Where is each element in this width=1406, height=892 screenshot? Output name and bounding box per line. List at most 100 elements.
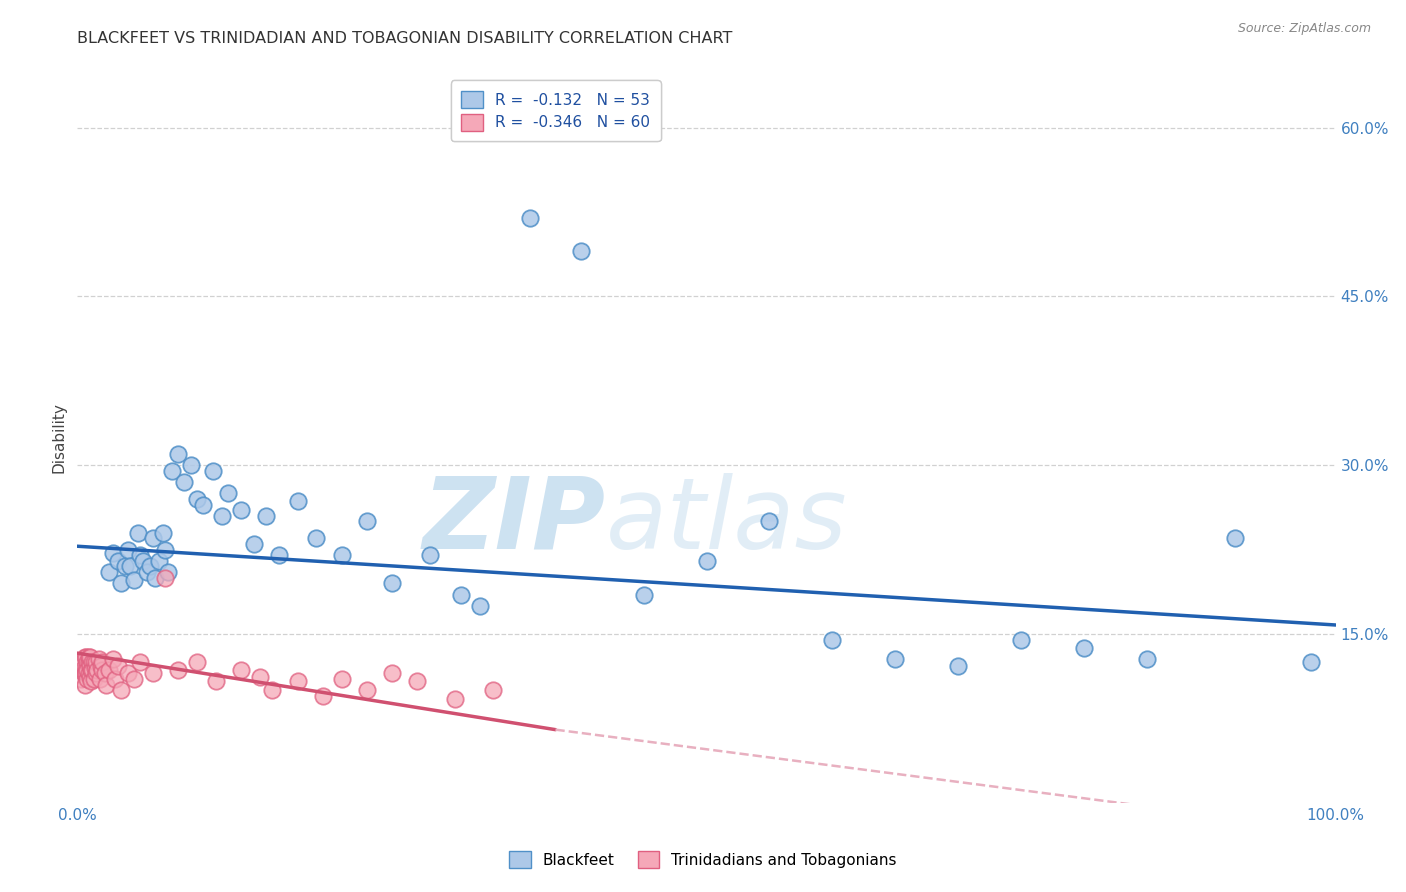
Point — [104, 672, 127, 686]
Legend: R =  -0.132   N = 53, R =  -0.346   N = 60: R = -0.132 N = 53, R = -0.346 N = 60 — [450, 80, 661, 141]
Point — [101, 652, 124, 666]
Point — [127, 525, 149, 540]
Point — [97, 565, 120, 579]
Point — [117, 666, 139, 681]
Point — [82, 663, 104, 677]
Point — [107, 554, 129, 568]
Point — [70, 672, 93, 686]
Point — [139, 559, 162, 574]
Point — [79, 658, 101, 673]
Point — [229, 503, 252, 517]
Point — [173, 475, 195, 489]
Point — [87, 652, 110, 666]
Point — [1073, 640, 1095, 655]
Point — [72, 655, 94, 669]
Point — [91, 655, 114, 669]
Point — [356, 515, 378, 529]
Point — [254, 508, 277, 523]
Point — [142, 532, 165, 546]
Point — [481, 683, 503, 698]
Point — [97, 663, 120, 677]
Point — [80, 674, 103, 689]
Point — [83, 655, 105, 669]
Point — [419, 548, 441, 562]
Legend: Blackfeet, Trinidadians and Tobagonians: Blackfeet, Trinidadians and Tobagonians — [502, 844, 904, 875]
Point — [148, 554, 170, 568]
Text: atlas: atlas — [606, 473, 848, 570]
Point — [569, 244, 592, 259]
Point — [1010, 632, 1032, 647]
Point — [91, 663, 114, 677]
Point — [82, 655, 104, 669]
Point — [80, 663, 103, 677]
Point — [167, 663, 190, 677]
Point — [155, 571, 177, 585]
Point — [79, 670, 101, 684]
Point — [77, 649, 100, 664]
Point — [122, 573, 145, 587]
Point — [107, 658, 129, 673]
Point — [186, 491, 208, 506]
Point — [152, 525, 174, 540]
Point — [381, 666, 404, 681]
Point — [262, 683, 284, 698]
Point — [758, 515, 780, 529]
Point — [155, 542, 177, 557]
Point — [120, 559, 142, 574]
Point — [450, 588, 472, 602]
Point — [122, 672, 145, 686]
Point — [110, 576, 132, 591]
Point — [84, 661, 107, 675]
Point — [72, 661, 94, 675]
Point — [79, 649, 101, 664]
Point — [948, 658, 970, 673]
Point — [76, 655, 98, 669]
Point — [73, 678, 96, 692]
Text: Source: ZipAtlas.com: Source: ZipAtlas.com — [1237, 22, 1371, 36]
Point — [73, 649, 96, 664]
Point — [86, 663, 108, 677]
Point — [75, 661, 97, 675]
Y-axis label: Disability: Disability — [51, 401, 66, 473]
Point — [84, 655, 107, 669]
Point — [160, 464, 183, 478]
Point — [821, 632, 844, 647]
Point — [211, 508, 233, 523]
Point — [202, 464, 225, 478]
Point — [77, 666, 100, 681]
Point — [312, 689, 335, 703]
Point — [1136, 652, 1159, 666]
Point — [191, 498, 215, 512]
Point — [167, 447, 190, 461]
Point — [519, 211, 541, 225]
Text: BLACKFEET VS TRINIDADIAN AND TOBAGONIAN DISABILITY CORRELATION CHART: BLACKFEET VS TRINIDADIAN AND TOBAGONIAN … — [77, 31, 733, 46]
Point — [1299, 655, 1322, 669]
Point — [330, 672, 353, 686]
Point — [117, 542, 139, 557]
Point — [84, 666, 107, 681]
Point — [77, 655, 100, 669]
Point — [76, 672, 98, 686]
Point — [142, 666, 165, 681]
Point — [287, 674, 309, 689]
Point — [101, 546, 124, 560]
Point — [83, 672, 105, 686]
Point — [305, 532, 328, 546]
Point — [1223, 532, 1246, 546]
Point — [129, 548, 152, 562]
Point — [132, 554, 155, 568]
Point — [186, 655, 208, 669]
Point — [267, 548, 290, 562]
Point — [356, 683, 378, 698]
Point — [73, 666, 96, 681]
Point — [135, 565, 157, 579]
Point — [75, 649, 97, 664]
Point — [114, 559, 136, 574]
Point — [330, 548, 353, 562]
Point — [287, 494, 309, 508]
Point — [242, 537, 264, 551]
Point — [110, 683, 132, 698]
Point — [884, 652, 907, 666]
Point — [229, 663, 252, 677]
Point — [72, 666, 94, 681]
